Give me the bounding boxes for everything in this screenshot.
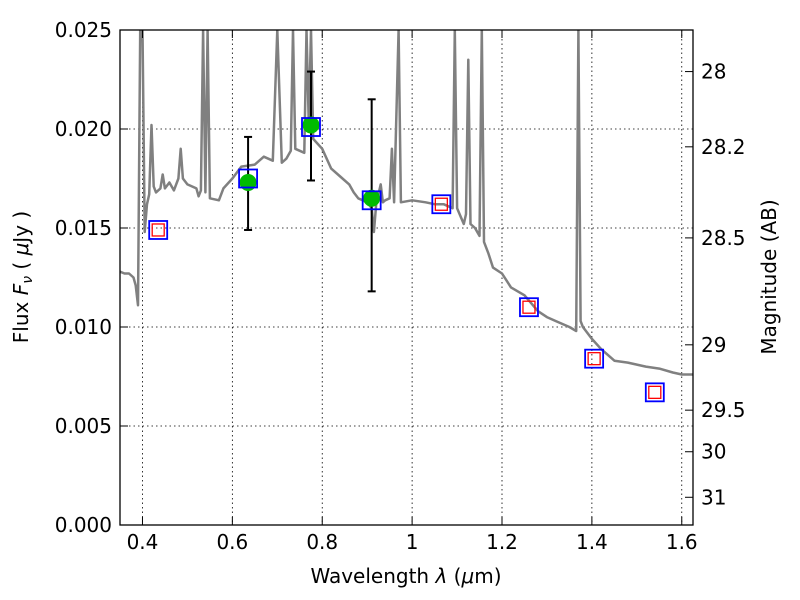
plot-frame <box>119 29 694 526</box>
model-photometry-box <box>584 348 605 369</box>
model-photometry-box <box>644 382 665 403</box>
model-photometry-box <box>431 194 452 215</box>
x-tick-label: 1.2 <box>486 530 518 554</box>
upper-limit-box <box>151 223 165 237</box>
y-axis-label: Flux Fν ( μJy ) <box>9 211 36 343</box>
model-photometry-boxes <box>148 117 665 403</box>
model-photometry-box <box>519 297 539 318</box>
observed-point <box>363 189 381 207</box>
y2-tick-label: 31 <box>701 485 726 509</box>
x-axis-ticks: 0.4 0.6 0.8 1 1.2 1.4 1.6 <box>127 30 698 554</box>
observed-point <box>239 173 257 191</box>
observed-point <box>302 116 320 134</box>
upper-limit-box <box>587 352 601 366</box>
x-tick-label: 0.6 <box>216 530 248 554</box>
x-axis-label: Wavelength λ (μm) <box>310 564 501 588</box>
y-tick-label: 0.010 <box>55 315 112 339</box>
x-tick-label: 1.4 <box>576 530 608 554</box>
upper-limit-box <box>522 300 536 314</box>
y-tick-label: 0.015 <box>55 216 112 240</box>
x-tick-label: 0.8 <box>306 530 338 554</box>
x-tick-label: 0.4 <box>127 530 159 554</box>
y-axis-ticks: 0.000 0.005 0.010 0.015 0.020 0.025 <box>55 18 128 537</box>
model-spectrum-line <box>120 30 693 376</box>
upper-limit-boxes <box>151 197 662 399</box>
y2-tick-label: 28 <box>701 60 726 84</box>
y-tick-label: 0.005 <box>55 414 112 438</box>
upper-limit-box <box>648 385 662 399</box>
y2-tick-label: 28.5 <box>701 226 746 250</box>
y2-axis-ticks: 28 28.2 28.5 29 29.5 30 31 <box>685 60 746 509</box>
y-tick-label: 0.020 <box>55 117 112 141</box>
y2-tick-label: 30 <box>701 440 726 464</box>
model-photometry-box <box>148 220 169 240</box>
observed-points <box>239 116 381 207</box>
x-tick-label: 1.6 <box>666 530 698 554</box>
y2-tick-label: 29 <box>701 333 726 357</box>
y-tick-label: 0.025 <box>55 18 112 42</box>
upper-limit-box <box>434 197 448 211</box>
y2-tick-label: 29.5 <box>701 398 746 422</box>
model-photometry-box <box>301 117 321 137</box>
model-photometry-box <box>361 190 382 211</box>
model-photometry-box <box>238 168 258 189</box>
y2-axis-label: Magnitude (AB) <box>757 199 781 354</box>
x-tick-label: 1 <box>406 530 419 554</box>
y-tick-label: 0.000 <box>55 513 112 537</box>
model-spectrum <box>120 30 693 376</box>
y2-tick-label: 28.2 <box>701 135 746 159</box>
